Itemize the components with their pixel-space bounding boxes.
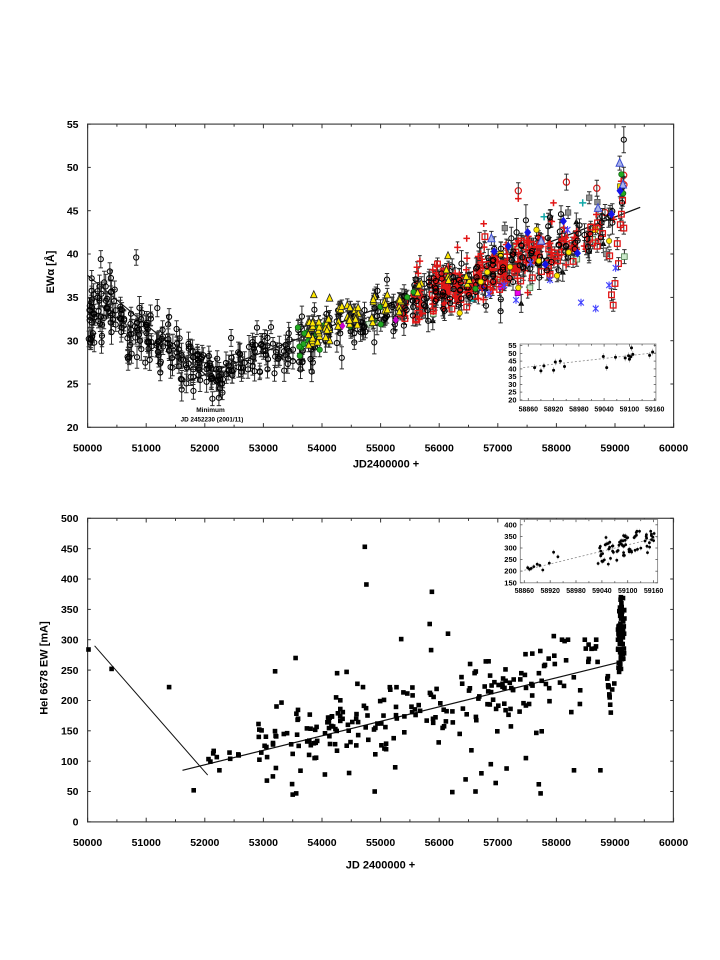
svg-text:59040: 59040 [592,588,612,595]
svg-text:56000: 56000 [425,443,454,455]
svg-text:58920: 58920 [544,407,564,414]
svg-text:54000: 54000 [307,443,336,455]
svg-text:EWα [Å]: EWα [Å] [44,250,57,293]
svg-text:50: 50 [67,162,79,174]
svg-text:300: 300 [504,544,517,553]
svg-text:54000: 54000 [307,837,336,849]
svg-text:58980: 58980 [569,407,589,414]
svg-text:200: 200 [61,695,79,707]
svg-text:60000: 60000 [659,443,688,455]
svg-text:58920: 58920 [540,588,560,595]
svg-text:59000: 59000 [600,443,629,455]
svg-text:0: 0 [73,817,79,829]
svg-text:58000: 58000 [542,837,571,849]
svg-text:350: 350 [61,604,79,616]
svg-text:51000: 51000 [132,837,161,849]
svg-text:55000: 55000 [366,443,395,455]
svg-text:JD2400000 +: JD2400000 + [353,459,419,471]
svg-text:450: 450 [61,543,79,555]
svg-text:JD 2452230 (2001/11): JD 2452230 (2001/11) [181,417,244,424]
svg-text:59160: 59160 [644,588,664,595]
svg-text:58000: 58000 [542,443,571,455]
svg-text:50000: 50000 [73,837,102,849]
svg-text:58860: 58860 [515,588,535,595]
svg-text:52000: 52000 [190,837,219,849]
svg-text:20: 20 [67,422,79,434]
svg-text:59040: 59040 [594,407,614,414]
svg-text:40: 40 [67,249,79,261]
svg-text:JD 2400000 +: JD 2400000 + [346,860,415,872]
svg-text:58980: 58980 [566,588,586,595]
svg-text:20: 20 [508,395,516,404]
svg-text:50000: 50000 [73,443,102,455]
svg-text:300: 300 [61,634,79,646]
svg-text:HeI 6678 EW [mA]: HeI 6678 EW [mA] [39,621,51,715]
svg-text:25: 25 [67,379,79,391]
svg-text:50: 50 [508,349,516,358]
svg-text:55: 55 [67,119,79,131]
svg-text:Minimum: Minimum [196,407,225,414]
svg-text:25: 25 [508,388,516,397]
svg-text:58860: 58860 [519,407,539,414]
svg-text:35: 35 [508,372,516,381]
svg-text:45: 45 [67,205,79,217]
svg-text:250: 250 [504,555,517,564]
svg-text:350: 350 [504,532,517,541]
svg-text:56000: 56000 [425,837,454,849]
svg-text:150: 150 [61,726,79,738]
svg-text:53000: 53000 [249,837,278,849]
svg-text:60000: 60000 [659,837,688,849]
svg-text:400: 400 [504,520,517,529]
svg-text:50: 50 [67,786,79,798]
svg-text:200: 200 [504,567,517,576]
svg-text:59160: 59160 [645,407,665,414]
svg-text:100: 100 [61,756,79,768]
svg-text:35: 35 [67,292,79,304]
svg-text:55000: 55000 [366,837,395,849]
svg-text:57000: 57000 [483,837,512,849]
svg-text:45: 45 [508,357,516,366]
svg-text:59100: 59100 [618,588,638,595]
svg-text:51000: 51000 [132,443,161,455]
svg-text:53000: 53000 [249,443,278,455]
svg-text:400: 400 [61,574,79,586]
svg-text:250: 250 [61,665,79,677]
svg-text:52000: 52000 [190,443,219,455]
svg-text:57000: 57000 [483,443,512,455]
svg-text:30: 30 [508,380,516,389]
svg-text:30: 30 [67,335,79,347]
svg-text:40: 40 [508,364,516,373]
svg-text:150: 150 [504,578,517,587]
svg-text:55: 55 [508,341,516,350]
svg-text:59100: 59100 [620,407,640,414]
svg-text:500: 500 [61,513,79,525]
svg-text:59000: 59000 [600,837,629,849]
